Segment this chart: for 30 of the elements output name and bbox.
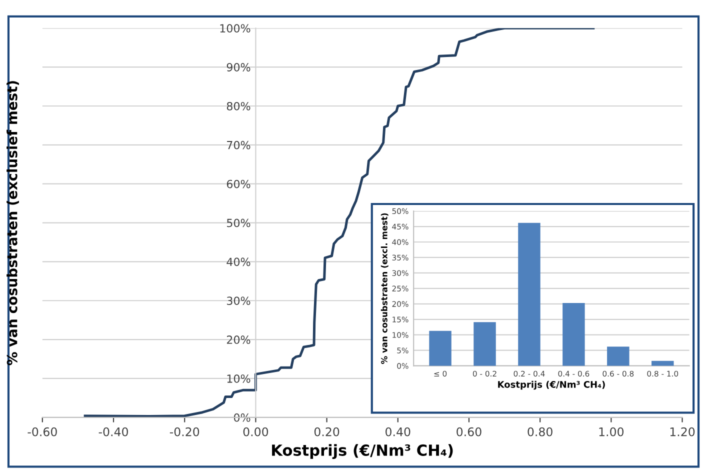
y-tick-label: 80% (226, 102, 250, 110)
bar (518, 222, 540, 366)
x-tick-label: 0.80 (528, 427, 552, 436)
bar (607, 346, 630, 366)
x-tick-label: 0.40 (386, 427, 410, 436)
x-axis-title: Kostprijs (€/Nm³ CH₄) (498, 380, 605, 390)
x-tick-label: 0.20 (314, 427, 340, 436)
x-tick-label: 1.00 (599, 427, 624, 436)
x-tick-label: 0.60 (456, 427, 482, 436)
bar (429, 330, 452, 366)
x-tick-label: -0.40 (98, 427, 128, 436)
bar (474, 322, 496, 366)
y-tick-label: 70% (227, 140, 250, 150)
x-tick-label: -0.20 (170, 427, 200, 436)
y-tick-label: 30% (226, 296, 250, 306)
y-tick-label: 10% (227, 374, 250, 383)
y-tick-label: 90% (226, 63, 250, 72)
bar (562, 302, 585, 366)
x-tick-label: 0.00 (243, 427, 268, 436)
y-tick-label: 60% (226, 180, 250, 188)
y-tick-label: 50% (227, 218, 250, 228)
y-tick-label: 20% (226, 336, 250, 344)
x-tick-label: 1.20 (670, 427, 695, 436)
x-tick-label: -0.60 (28, 427, 57, 436)
y-axis-title: % van cosubstraten (excl. mest) (380, 213, 388, 364)
bar (652, 360, 674, 366)
y-axis-title: % van cosubstraten (exclusief mest) (6, 81, 19, 366)
y-tick-label: 40% (226, 258, 250, 266)
x-axis-title: Kostprijs (€/Nm³ CH₄) (272, 444, 453, 460)
y-tick-label: 100% (220, 24, 250, 33)
